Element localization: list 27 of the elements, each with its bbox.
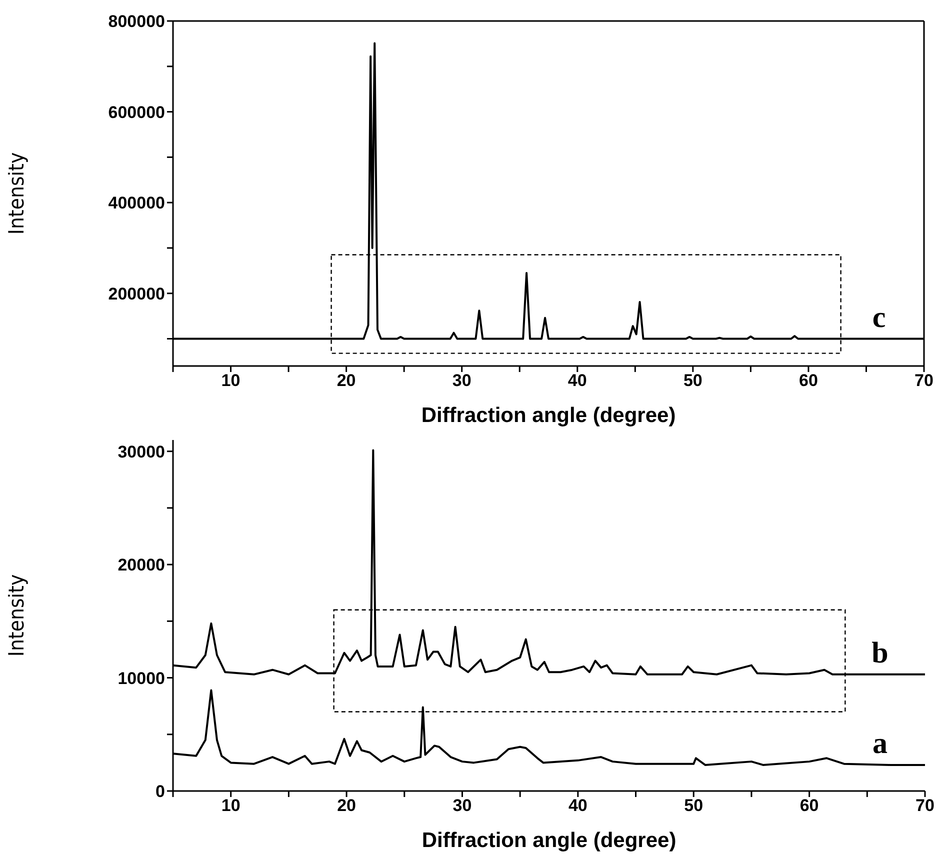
- x-tick-label: 60: [799, 371, 818, 390]
- x-tick-label: 70: [916, 796, 934, 816]
- series-label: b: [872, 636, 888, 670]
- series-label: a: [872, 726, 888, 760]
- y-tick-label: 20000: [118, 556, 165, 575]
- x-tick-label: 20: [337, 796, 356, 816]
- series-label: c: [872, 300, 886, 334]
- x-tick-label: 50: [683, 371, 702, 390]
- x-tick-label: 30: [452, 796, 472, 816]
- x-tick-label: 50: [684, 796, 704, 816]
- x-tick-label: 20: [336, 371, 356, 390]
- x-tick-label: 10: [221, 796, 240, 816]
- y-tick-label: 400000: [108, 194, 165, 213]
- x-tick-label: 10: [221, 371, 240, 390]
- x-axis-title: Diffraction angle (degree): [422, 829, 676, 852]
- x-tick-label: 40: [568, 371, 587, 390]
- x-tick-label: 70: [914, 371, 934, 390]
- x-tick-label: 60: [800, 796, 819, 816]
- x-tick-label: 40: [568, 796, 588, 816]
- x-tick-label: 30: [452, 371, 472, 390]
- y-tick-label: 600000: [108, 102, 165, 122]
- y-tick-label: 30000: [118, 442, 165, 462]
- x-axis-title: Diffraction angle (degree): [421, 404, 676, 427]
- y-tick-label: 200000: [108, 284, 165, 304]
- y-tick-label: 10000: [118, 668, 165, 688]
- y-tick-label: 0: [156, 782, 165, 802]
- y-tick-label: 800000: [108, 12, 165, 32]
